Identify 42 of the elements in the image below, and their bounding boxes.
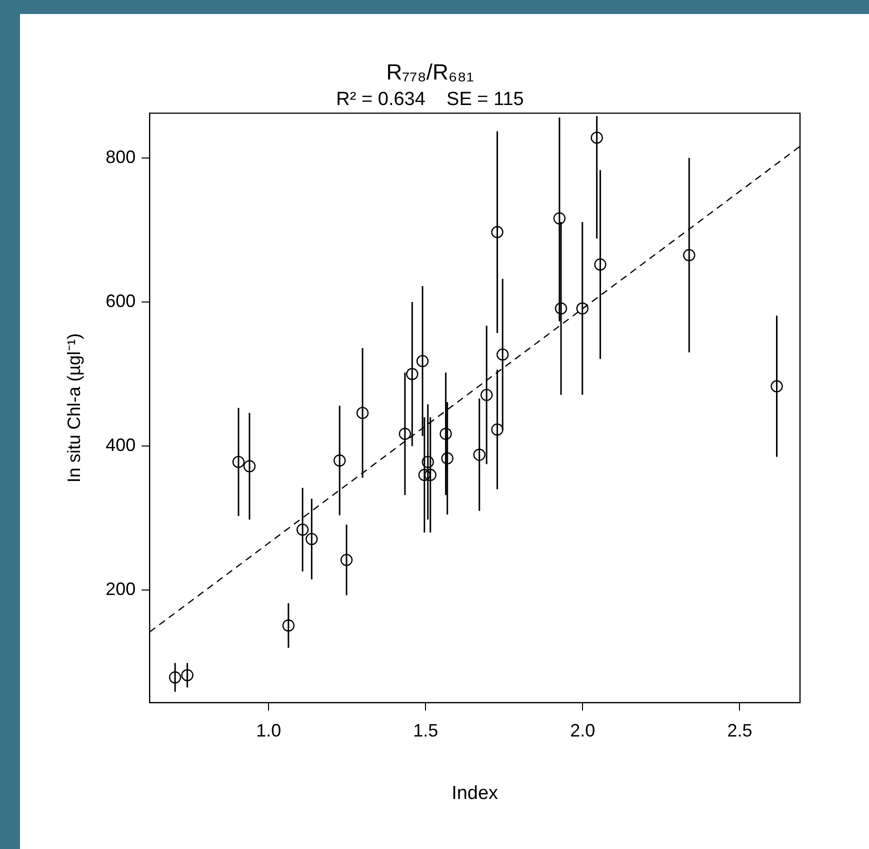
point <box>232 456 245 468</box>
point <box>181 669 194 682</box>
point <box>406 368 418 380</box>
point <box>553 212 566 224</box>
x-tick-label: 1.5 <box>413 720 438 740</box>
x-tick-label: 1.0 <box>256 720 282 740</box>
y-tick-label: 800 <box>106 146 136 167</box>
chart-title: R₇₇₈/R₆₈₁ <box>386 59 474 84</box>
x-axis-title: Index <box>452 782 499 804</box>
point <box>473 448 486 461</box>
point <box>416 354 429 368</box>
point <box>398 428 412 440</box>
point <box>554 302 568 315</box>
point <box>243 460 256 472</box>
point <box>491 226 504 238</box>
point <box>282 619 295 632</box>
point <box>441 452 454 464</box>
y-axis-title: In situ Chl-a (µgl⁻¹) <box>64 333 84 483</box>
point <box>480 388 493 402</box>
x-tick-label: 2.5 <box>727 720 752 740</box>
point <box>590 132 603 144</box>
y-tick-label: 400 <box>106 435 136 456</box>
point <box>576 302 588 315</box>
point <box>296 524 309 536</box>
point <box>340 554 353 566</box>
point <box>334 454 346 467</box>
x-tick-label: 2.0 <box>570 720 596 740</box>
y-tick-label: 200 <box>106 579 136 600</box>
point <box>491 423 504 436</box>
point <box>683 249 696 262</box>
y-tick-label: 600 <box>106 290 136 311</box>
point <box>422 456 434 468</box>
point <box>418 468 431 482</box>
point <box>594 258 606 271</box>
chart-subtitle: R² = 0.634 SE = 115 <box>336 89 524 110</box>
point <box>168 671 182 684</box>
point <box>306 532 318 546</box>
point <box>356 406 369 420</box>
point <box>770 380 783 392</box>
point <box>496 348 509 361</box>
point <box>424 468 436 482</box>
point <box>440 428 452 440</box>
